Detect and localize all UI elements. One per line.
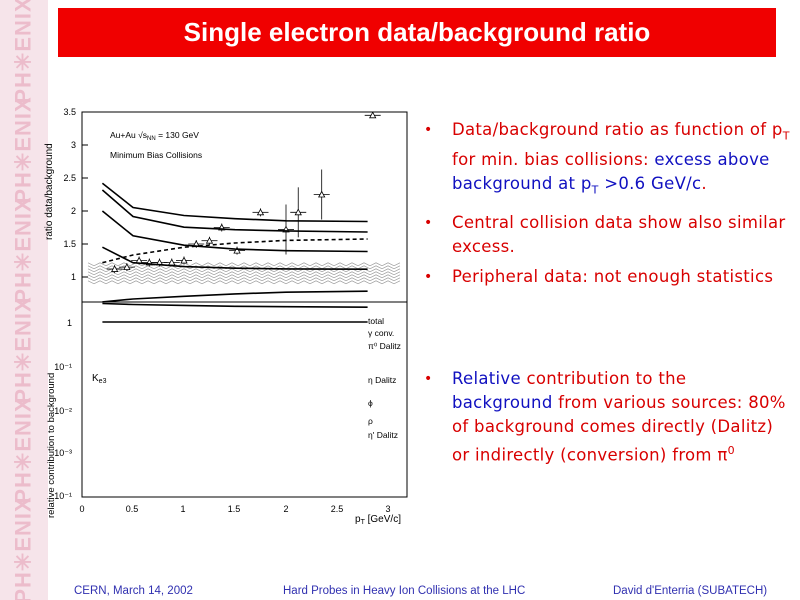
bottom-ytick-label: 10⁻¹ [54,491,72,501]
data-point [313,169,330,220]
ke3-label: Ke3 [92,373,107,385]
bottom-ytick-label: 10⁻¹ [54,362,72,372]
contribution-curve [102,290,368,303]
systematic-band [87,262,401,285]
bullet-item: • Central collision data show also simil… [424,212,786,256]
bottom-xtick-label: 1 [180,504,185,514]
top-legend-line2: Minimum Bias Collisions [110,150,202,160]
bottom-ytick-label: 10⁻³ [54,448,72,458]
top-yticks: 1 1.5 2 2.5 3 3.5 [63,107,88,282]
slide-title: Single electron data/background ratio [183,17,651,47]
data-point [213,223,230,232]
bottom-ytick-label: 1 [67,318,72,328]
curve-label-eta-dalitz: η Dalitz [368,375,396,385]
phenix-watermark-text: PH✳ENIX [11,296,36,404]
contribution-curve [102,238,368,264]
footer-right: David d'Enterria (SUBATECH) [613,585,768,597]
band-hatch-line [87,280,401,285]
contribution-curve [101,182,368,223]
top-ytick-label: 2 [71,206,76,216]
bottom-xtick-label: 2 [283,504,288,514]
bullet-dot-icon: • [424,122,433,138]
curve-label-total: total [368,316,384,326]
curve-label-phi: ϕ [368,398,373,408]
top-ytick-label: 3.5 [63,107,76,117]
top-ytick-label: 1 [71,272,76,282]
bullet-dot-icon: • [424,370,433,387]
data-point [201,236,218,245]
data-point [106,265,123,274]
contribution-curve [102,246,368,270]
footer-center: Hard Probes in Heavy Ion Collisions at t… [283,585,526,597]
contribution-curve [102,302,368,308]
data-point [118,263,135,272]
bullet-item: • Data/background ratio as function of p… [424,120,790,197]
bottom-yticks: 1 10⁻¹ 10⁻² 10⁻³ 10⁻¹ [54,318,72,501]
bottom-xtick-label: 0 [79,504,84,514]
band-hatch-line [87,271,401,276]
data-point [364,111,381,119]
top-ylabel: ratio data/background [44,143,55,240]
top-panel-frame [81,111,408,303]
bottom-xtick-label: 3 [385,504,390,514]
bottom-panel-frame [81,301,408,498]
top-ytick-label: 3 [71,140,76,150]
bottom-xtick-label: 1.5 [228,504,241,514]
bottom-xtick-label: 2.5 [331,504,344,514]
phenix-watermark-text: PH✳ENIX [11,196,36,304]
curve-label-gamma-conv: γ conv. [368,328,394,338]
bottom-xlabel: pT [GeV/c] [355,514,401,526]
bottom-panel: 1 10⁻¹ 10⁻² 10⁻³ 10⁻¹ relative contribut… [46,182,408,526]
data-point [252,208,269,217]
curve-label-eta-prime-dalitz: η' Dalitz [368,430,398,440]
bullet-item: • Relative contribution to the backgroun… [424,368,786,465]
top-ytick-label: 1.5 [63,239,76,249]
top-ytick-label: 2.5 [63,173,76,183]
band-hatch-line [87,262,401,267]
top-panel: 1 1.5 2 2.5 3 3.5 ratio data/background … [44,107,408,303]
data-point [229,246,246,255]
bottom-ytick-label: 10⁻² [54,406,72,416]
contribution-curve [101,189,368,233]
phenix-watermark-text: PH✳ENIX [11,0,36,104]
phenix-watermark-text: PH✳ENIX [11,396,36,504]
title-bar: Single electron data/background ratio [58,8,776,57]
bullet-dot-icon: • [424,268,433,285]
data-point [290,187,307,238]
curve-label-pi0-dalitz: π⁰ Dalitz [368,341,401,351]
phenix-watermark-text: PH✳ENIX [11,496,36,600]
bullet-item: • Peripheral data: not enough statistics [420,265,790,289]
band-hatch-line [87,265,401,270]
bottom-xtick-label: 0.5 [126,504,139,514]
footer-left: CERN, March 14, 2002 [74,585,193,597]
bottom-ylabel: relative contribution to background [46,373,57,518]
band-hatch-line [87,274,401,279]
phenix-watermark-text: PH✳ENIX [11,96,36,204]
physics-figure: 1 1.5 2 2.5 3 3.5 ratio data/background … [44,107,408,526]
band-hatch-line [87,277,401,282]
curve-labels: total γ conv. π⁰ Dalitz η Dalitz ϕ ρ η' … [368,316,401,440]
contribution-curve [101,210,368,253]
curve-label-rho: ρ [368,416,373,426]
top-legend-line1: Au+Au √sNN = 130 GeV [110,130,199,142]
bullet-list: • Data/background ratio as function of p… [420,118,790,467]
data-point [176,256,192,265]
bullet-dot-icon: • [424,214,433,231]
contribution-curves [101,182,368,323]
phenix-watermark-sidebar: PH✳ENIX PH✳ENIX PH✳ENIX PH✳ENIX PH✳ENIX … [0,0,48,600]
bottom-xticks: 0 0.5 1 1.5 2 2.5 3 [79,504,390,514]
